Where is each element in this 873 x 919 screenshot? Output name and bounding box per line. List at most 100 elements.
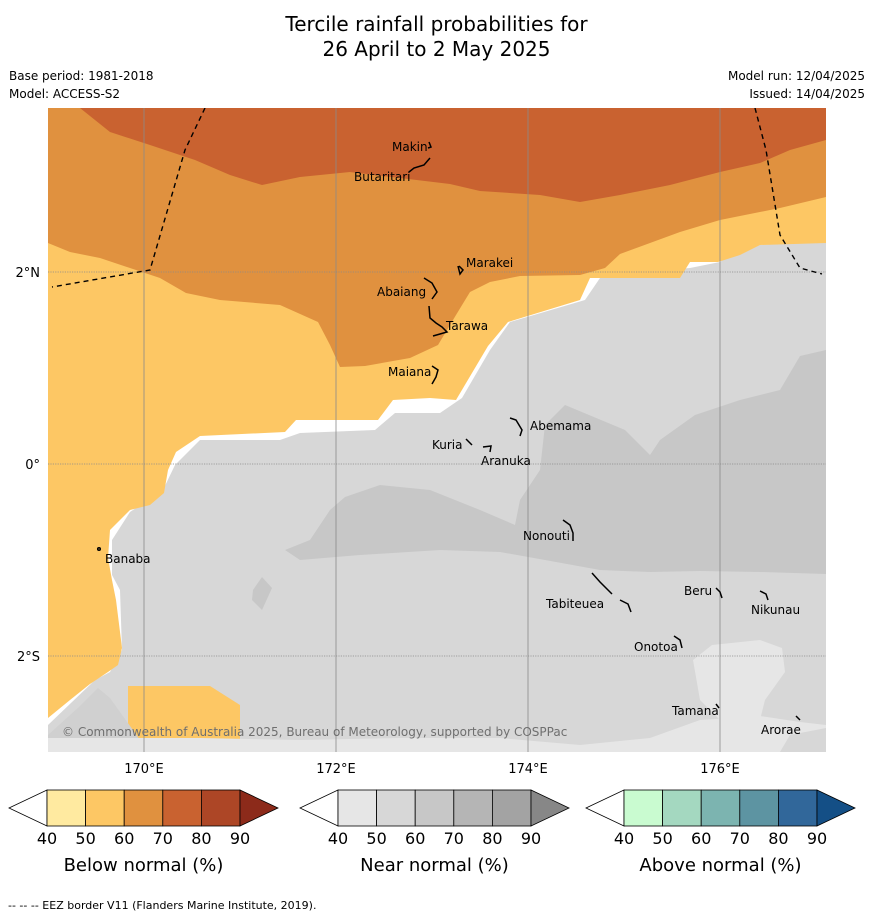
near-normal-tick-label: 40 xyxy=(328,829,348,848)
below-normal-swatch xyxy=(85,789,125,827)
island-banaba-shape xyxy=(96,546,102,552)
model-run: Model run: 12/04/2025 xyxy=(727,69,865,83)
near-normal-swatch xyxy=(453,789,493,827)
below-normal-70-80 xyxy=(48,108,826,202)
below-normal-tick-label: 40 xyxy=(37,829,57,848)
lon-label-172e: 172°E xyxy=(316,762,356,777)
below-normal-swatch xyxy=(200,789,241,827)
lon-label-174e: 174°E xyxy=(508,762,548,777)
eez-border-east xyxy=(754,108,823,275)
label-abemama: Abemama xyxy=(530,419,591,433)
label-nonouti: Nonouti xyxy=(523,529,570,543)
near-normal-tick-label: 90 xyxy=(521,829,541,848)
below-normal-swatch xyxy=(123,789,164,827)
below-normal-tick-label: 90 xyxy=(230,829,250,848)
below-normal-tick-label: 80 xyxy=(191,829,211,848)
label-beru: Beru xyxy=(684,584,712,598)
title-line-2: 26 April to 2 May 2025 xyxy=(322,37,551,61)
eez-border-west xyxy=(51,108,206,288)
above-normal-tick-label: 60 xyxy=(691,829,711,848)
label-aranuka: Aranuka xyxy=(481,454,531,468)
island-nikunau-shape xyxy=(759,590,769,601)
label-marakei: Marakei xyxy=(466,256,513,270)
title-line-1: Tercile rainfall probabilities for xyxy=(285,12,588,36)
island-nonouti-shape xyxy=(562,519,574,541)
island-tarawa-shape xyxy=(428,305,449,337)
island-abaiang-shape xyxy=(423,277,438,300)
below-normal-tick-label: 70 xyxy=(153,829,173,848)
below-normal-patch-sw xyxy=(128,686,240,752)
eez-border xyxy=(51,108,823,288)
above-normal-tick-label: 50 xyxy=(652,829,672,848)
legend-above-normal: 40 50 60 70 80 90 Above normal (%) xyxy=(585,789,856,876)
model-name: Model: ACCESS-S2 xyxy=(9,87,121,101)
near-normal-tick-label: 70 xyxy=(444,829,464,848)
below-normal-tick-label: 60 xyxy=(114,829,134,848)
lon-label-170e: 170°E xyxy=(124,762,164,777)
meta-left: Base period: 1981-2018 Model: ACCESS-S2 xyxy=(9,67,154,103)
label-makin: Makin xyxy=(392,140,428,154)
above-normal-extend-low xyxy=(585,789,625,827)
label-tarawa: Tarawa xyxy=(445,319,488,333)
label-tabiteuea: Tabiteuea xyxy=(545,597,604,611)
near-normal-swatch xyxy=(414,789,455,827)
above-normal-swatch xyxy=(623,789,663,827)
below-normal-extend-high xyxy=(239,789,279,827)
copyright-notice: © Commonwealth of Australia 2025, Bureau… xyxy=(62,725,567,739)
near-normal-50-60-south xyxy=(48,716,826,752)
below-normal-swatch xyxy=(46,789,86,827)
island-tamana-shape xyxy=(715,703,720,709)
near-normal-legend-title: Near normal (%) xyxy=(360,855,509,876)
near-normal-swatch xyxy=(376,789,416,827)
label-tamana: Tamana xyxy=(671,704,719,718)
base-period: Base period: 1981-2018 xyxy=(9,69,154,83)
island-marakei-shape xyxy=(457,265,464,276)
near-normal-tick-label: 80 xyxy=(482,829,502,848)
label-kuria: Kuria xyxy=(432,438,463,452)
legend-near-normal: 40 50 60 70 80 90 Near normal (%) xyxy=(299,789,570,876)
below-normal-swatch xyxy=(162,789,202,827)
eez-footnote: -- -- -- EEZ border V11 (Flanders Marine… xyxy=(8,899,317,912)
meta-right: Model run: 12/04/2025 Issued: 14/04/2025 xyxy=(728,67,865,103)
above-normal-swatch xyxy=(662,789,702,827)
above-normal-swatch xyxy=(739,789,779,827)
label-butaritari: Butaritari xyxy=(354,170,411,184)
axis-labels: 2°N 0° 2°S 170°E 172°E 174°E 176°E xyxy=(16,266,740,777)
island-beru-shape xyxy=(715,587,723,599)
below-normal-extend-low xyxy=(8,789,48,827)
issued-date: Issued: 14/04/2025 xyxy=(749,87,865,101)
island-onotoa-shape xyxy=(673,635,683,649)
lat-label-2n: 2°N xyxy=(16,266,41,281)
near-normal-swatch xyxy=(491,789,532,827)
island-arorae-shape xyxy=(795,715,801,721)
near-normal-tick-label: 60 xyxy=(405,829,425,848)
graticule xyxy=(48,108,826,752)
near-normal-swatch xyxy=(337,789,377,827)
near-normal-60-70 xyxy=(285,350,826,574)
lat-label-2s: 2°S xyxy=(17,650,40,665)
island-maiana-shape xyxy=(431,365,439,385)
above-normal-tick-label: 70 xyxy=(730,829,750,848)
island-abemama-shape xyxy=(509,417,523,437)
island-kuria-shape xyxy=(465,438,473,446)
above-normal-tick-label: 80 xyxy=(768,829,788,848)
label-maiana: Maiana xyxy=(388,365,431,379)
map-title: Tercile rainfall probabilities for 26 Ap… xyxy=(0,12,873,62)
below-normal-tick-label: 50 xyxy=(75,829,95,848)
near-normal-patch-far-se xyxy=(780,728,826,752)
near-normal-patch-west xyxy=(252,577,272,610)
lon-label-176e: 176°E xyxy=(700,762,740,777)
above-normal-tick-label: 40 xyxy=(614,829,634,848)
near-normal-50-60-se xyxy=(693,640,785,720)
probability-map: Makin Butaritari Marakei Abaiang Tarawa … xyxy=(48,108,826,752)
place-labels: Makin Butaritari Marakei Abaiang Tarawa … xyxy=(105,140,801,737)
label-nikunau: Nikunau xyxy=(751,603,800,617)
above-normal-swatch xyxy=(778,789,818,827)
island-tabiteuea-south-shape xyxy=(619,599,632,613)
lat-label-0: 0° xyxy=(25,458,40,473)
above-normal-swatch xyxy=(700,789,741,827)
legend-below-normal: 40 50 60 70 80 90 Below normal (%) xyxy=(8,789,279,876)
label-banaba: Banaba xyxy=(105,552,151,566)
islands xyxy=(96,141,801,721)
